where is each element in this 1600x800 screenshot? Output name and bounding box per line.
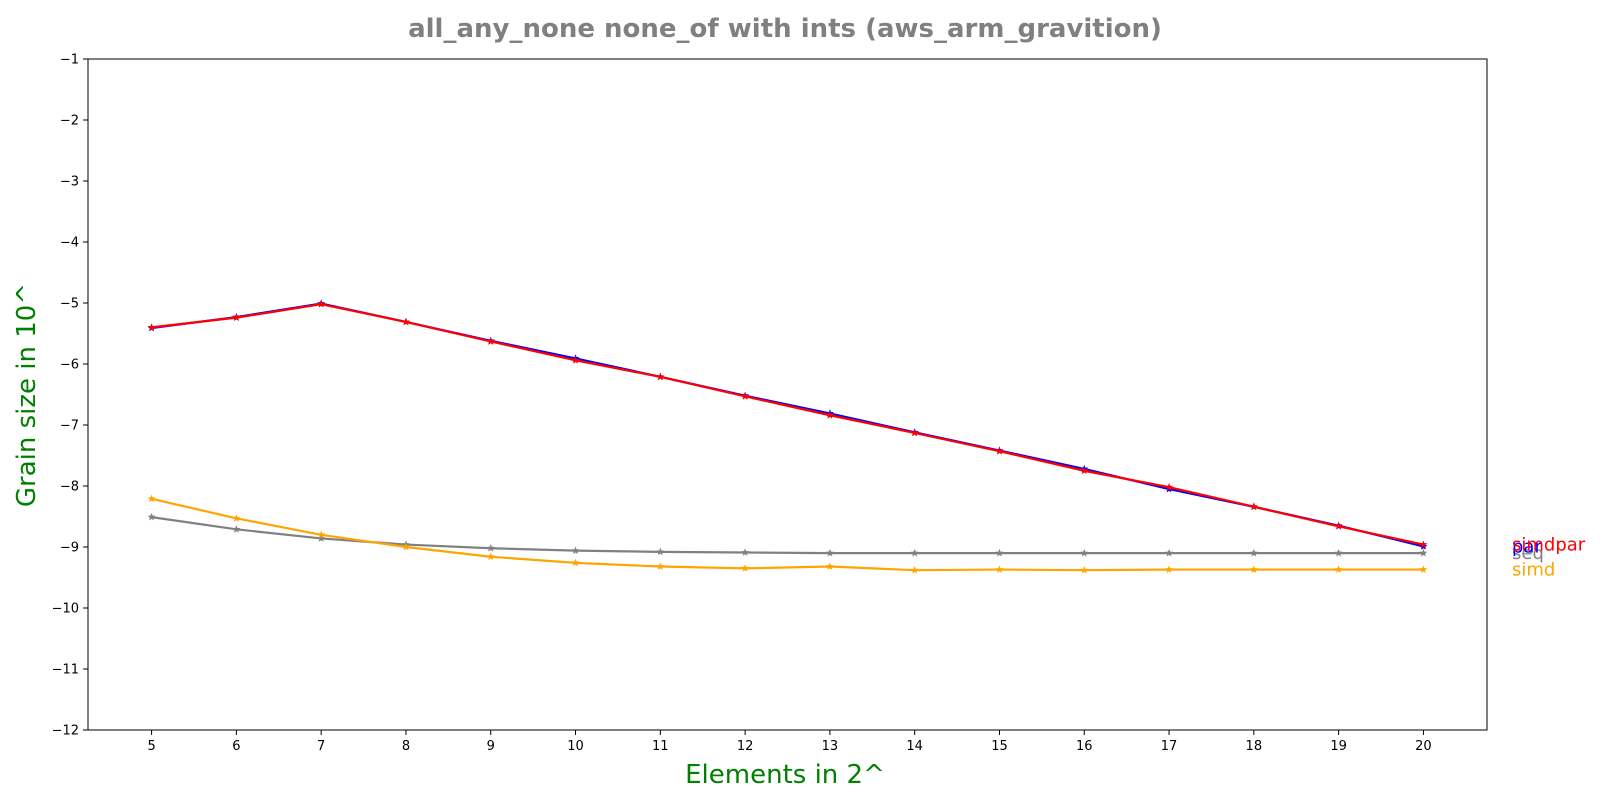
series-label-simd: simd — [1512, 560, 1555, 581]
x-tick-label: 6 — [232, 739, 240, 754]
y-tick-label: −10 — [52, 602, 79, 617]
data-point-seq — [1249, 548, 1258, 557]
data-point-simdpar — [1334, 522, 1343, 530]
data-point-simd — [1419, 565, 1428, 573]
y-tick-label: −7 — [60, 419, 79, 434]
x-tick-label: 17 — [1161, 739, 1178, 754]
x-tick-label: 20 — [1415, 739, 1432, 754]
series-line-par — [151, 302, 1424, 548]
data-point-simdpar — [910, 428, 919, 437]
x-tick-label: 13 — [822, 739, 839, 754]
data-point-seq — [656, 547, 665, 556]
data-point-simd — [995, 565, 1004, 573]
data-point-simdpar — [1249, 502, 1258, 511]
data-point-simd — [656, 562, 665, 570]
data-point-simdpar — [995, 447, 1004, 455]
data-point-simd — [825, 562, 834, 570]
x-tick-label: 7 — [317, 739, 325, 754]
x-tick-label: 10 — [567, 739, 584, 754]
y-tick-label: −1 — [60, 53, 79, 68]
data-point-simd — [910, 565, 919, 574]
x-axis-label: Elements in 2^ — [685, 760, 885, 790]
data-point-simd — [571, 558, 580, 567]
y-axis: −1 −2 −3 −4 −5 −6 −7 −8 −9 −10 −11 −12 — [52, 53, 88, 739]
data-point-seq — [232, 525, 241, 533]
data-point-seq — [825, 548, 834, 557]
chart-title: all_any_none none_of with ints (aws_arm_… — [408, 14, 1162, 44]
data-point-simd — [1080, 565, 1089, 574]
x-tick-label: 18 — [1246, 739, 1263, 754]
series-simdpar — [147, 300, 1428, 548]
data-point-simdpar — [1080, 466, 1089, 475]
data-point-simdpar — [1165, 483, 1174, 491]
x-tick-label: 15 — [991, 739, 1008, 754]
data-point-simdpar — [571, 356, 580, 364]
series-simd — [147, 494, 1428, 574]
data-point-simd — [147, 494, 156, 503]
series-seq — [147, 512, 1428, 557]
data-point-simdpar — [147, 323, 156, 331]
data-point-seq — [317, 534, 326, 542]
data-point-simd — [232, 514, 241, 522]
data-point-simdpar — [232, 313, 241, 322]
x-tick-label: 19 — [1330, 739, 1347, 754]
y-tick-label: −2 — [60, 114, 79, 129]
y-tick-label: −11 — [52, 663, 79, 678]
data-point-simdpar — [486, 337, 495, 345]
series-label-simdpar: simdpar — [1512, 535, 1586, 556]
series-line-simdpar — [151, 303, 1424, 546]
plot-frame — [87, 58, 1488, 731]
x-tick-label: 9 — [487, 739, 495, 754]
y-axis-label: Grain size in 10^ — [12, 283, 42, 507]
data-point-simd — [401, 542, 410, 551]
data-point-simd — [1249, 565, 1258, 573]
x-tick-label: 16 — [1076, 739, 1093, 754]
series-line-simd — [151, 497, 1424, 572]
data-point-simdpar — [1419, 540, 1428, 548]
x-tick-label: 5 — [147, 739, 155, 754]
data-point-simd — [1334, 565, 1343, 573]
data-point-simd — [486, 552, 495, 561]
data-point-simd — [741, 564, 750, 572]
x-axis: 5 6 7 8 9 10 11 12 13 14 15 16 17 18 19 20 — [147, 730, 1432, 754]
y-tick-label: −12 — [52, 724, 79, 739]
x-tick-label: 12 — [737, 739, 754, 754]
series-line-seq — [151, 516, 1424, 555]
y-tick-label: −4 — [60, 236, 79, 251]
data-point-seq — [1334, 548, 1343, 557]
y-tick-label: −8 — [60, 480, 79, 495]
data-point-seq — [1419, 548, 1428, 557]
x-tick-label: 11 — [652, 739, 669, 754]
data-point-simd — [1165, 565, 1174, 573]
data-point-seq — [571, 546, 580, 555]
y-tick-label: −5 — [60, 297, 79, 312]
data-point-simdpar — [656, 372, 665, 381]
series-label-par: par — [1512, 536, 1542, 557]
y-tick-label: −3 — [60, 175, 79, 190]
data-point-simd — [317, 530, 326, 539]
data-point-simdpar — [401, 317, 410, 326]
data-point-simdpar — [741, 392, 750, 400]
data-point-simdpar — [317, 300, 326, 308]
y-tick-label: −6 — [60, 358, 79, 373]
data-point-seq — [1080, 548, 1089, 557]
series-label-seq: seq — [1512, 543, 1544, 564]
data-point-simdpar — [825, 411, 834, 419]
data-point-seq — [995, 548, 1004, 557]
y-tick-label: −9 — [60, 541, 79, 556]
data-point-seq — [147, 512, 156, 521]
x-tick-label: 8 — [402, 739, 410, 754]
x-tick-label: 14 — [906, 739, 923, 754]
series-par — [147, 299, 1428, 550]
data-point-seq — [741, 548, 750, 556]
data-point-seq — [910, 548, 919, 557]
plot-area — [147, 299, 1428, 574]
data-point-seq — [486, 544, 495, 552]
data-point-seq — [1165, 548, 1174, 557]
